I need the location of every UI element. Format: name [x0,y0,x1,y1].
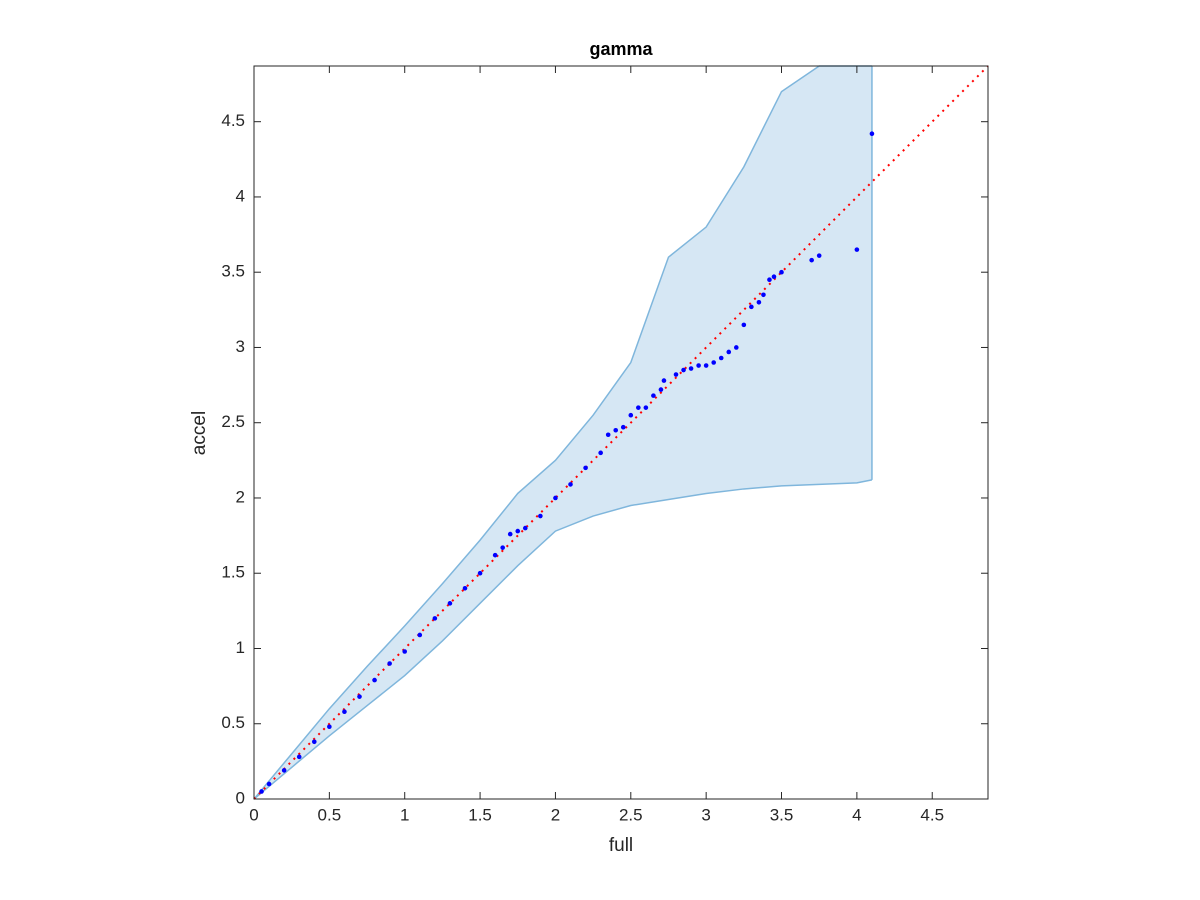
x-tick-label: 0 [249,805,258,824]
y-axis-label: accel [189,411,210,455]
data-point [311,739,317,745]
data-point [620,424,626,430]
data-point [500,545,505,550]
data-point [613,427,619,433]
data-point [342,709,347,715]
data-point [522,525,528,531]
data-point [703,363,709,368]
x-tick-label: 1.5 [468,805,492,824]
data-point [372,677,377,683]
data-point [749,304,754,310]
data-point [718,355,724,361]
x-tick-label: 2.5 [619,805,643,824]
data-point [636,405,641,410]
y-tick-label: 3.5 [221,262,245,281]
x-tick-label: 2 [551,805,560,824]
data-point [767,277,772,283]
reference-line [253,65,989,800]
data-point [726,349,732,355]
x-axis-label: full [609,835,633,856]
data-point [628,412,634,418]
data-point [809,257,814,263]
y-tick-label: 3 [236,337,245,356]
chart-title: gamma [589,39,653,59]
band-lower [253,479,873,800]
data-point [598,450,603,456]
data-point [387,661,392,666]
data-point [296,754,302,760]
data-point [605,432,611,438]
y-tick-label: 0.5 [221,713,245,732]
y-tick-label: 1 [236,638,245,657]
data-point [854,247,860,252]
data-point [477,570,483,576]
data-point [515,528,521,534]
data-point [281,768,287,773]
data-point [402,649,408,654]
data-point [681,367,686,373]
data-point [538,513,543,519]
data-point [756,300,762,305]
band-upper [253,65,872,800]
data-point [357,694,362,699]
data-point [462,585,468,591]
data-point [492,552,498,558]
data-point [447,601,453,606]
data-point [417,632,423,638]
x-tick-label: 3.5 [770,805,794,824]
x-tick-label: 3 [701,805,710,824]
y-tick-label: 0 [236,788,245,807]
axes-frame [253,65,989,800]
y-tick-label: 4.5 [221,111,245,130]
x-tick-label: 1 [400,805,409,824]
data-point [661,378,667,383]
x-tick-label: 4.5 [920,805,944,824]
data-point [869,131,875,137]
confidence-band [254,66,872,799]
data-point [432,616,438,621]
y-tick-label: 4 [236,186,245,205]
x-tick-label: 0.5 [318,805,342,824]
y-tick-label: 1.5 [221,563,245,582]
data-point [673,372,679,377]
data-point [553,495,558,501]
data-point [733,345,739,350]
data-point [651,393,656,398]
data-point [266,781,272,787]
data-point [583,465,588,471]
data-point [696,363,701,368]
data-point [741,322,747,328]
data-point [658,387,664,392]
data-point [568,482,573,487]
data-point [259,789,264,794]
data-point [816,253,822,258]
data-point [327,724,332,730]
data-point [507,531,513,537]
data-point [643,405,649,410]
data-point [688,366,694,371]
data-point [771,274,777,280]
x-tick-label: 4 [852,805,861,824]
y-tick-label: 2.5 [221,412,245,431]
data-point [779,269,784,275]
y-tick-label: 2 [236,487,245,506]
data-point [711,360,716,365]
data-point [761,292,766,298]
